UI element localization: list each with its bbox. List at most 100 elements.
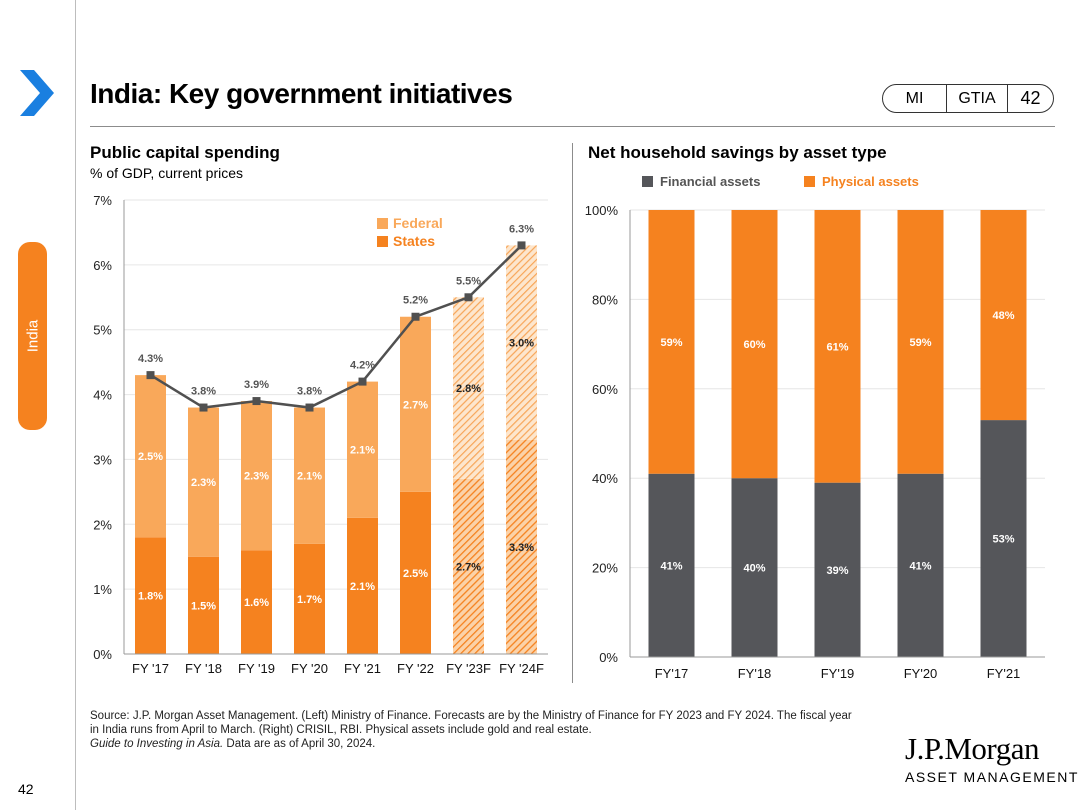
- x-tick-label: FY'19: [821, 666, 855, 681]
- y-tick-label: 3%: [93, 452, 112, 467]
- states-value-label: 1.5%: [191, 600, 216, 612]
- federal-bar: [135, 375, 166, 538]
- physical-bar: [814, 210, 861, 483]
- states-bar: [294, 543, 325, 654]
- source-line-2: in India runs from April to March. (Righ…: [90, 724, 592, 736]
- federal-value-label: 2.1%: [350, 445, 375, 457]
- states-value-label: 2.1%: [350, 581, 375, 593]
- states-value-label: 3.3%: [509, 542, 534, 554]
- x-tick-label: FY'21: [987, 666, 1021, 681]
- physical-value-label: 60%: [743, 339, 765, 351]
- y-tick-label: 20%: [592, 561, 618, 576]
- legend-physical-label: Physical assets: [822, 174, 919, 189]
- x-tick-label: FY '20: [291, 661, 328, 676]
- states-bar: [188, 556, 219, 654]
- legend-states-swatch: [377, 236, 388, 247]
- total-value-label: 6.3%: [509, 223, 534, 235]
- legend-physical-swatch: [804, 176, 815, 187]
- tag-mi[interactable]: MI: [883, 85, 947, 112]
- states-bar: [241, 550, 272, 654]
- household-savings-chart: 0% 20% 40% 60% 80% 100% 41% 59% FY'17 40% 60% FY'18…: [585, 174, 1045, 681]
- physical-value-label: 61%: [826, 341, 848, 353]
- states-value-label: 1.6%: [244, 597, 269, 609]
- financial-value-label: 40%: [743, 563, 765, 575]
- legend-financial-swatch: [642, 176, 653, 187]
- financial-value-label: 41%: [660, 560, 682, 572]
- federal-bar: [453, 297, 484, 479]
- tag-page: 42: [1020, 88, 1041, 108]
- y-tick-label: 1%: [93, 582, 112, 597]
- legend-states-label: States: [393, 233, 435, 249]
- states-bar: [453, 478, 484, 654]
- x-tick-label: FY '21: [344, 661, 381, 676]
- financial-bar: [897, 473, 944, 657]
- right-chart-title: Net household savings by asset type: [588, 143, 887, 162]
- source-line-1: Source: J.P. Morgan Asset Management. (L…: [90, 710, 852, 722]
- title-rule: [90, 126, 1055, 127]
- page-title: India: Key government initiatives: [90, 78, 513, 109]
- total-value-label: 3.8%: [297, 386, 322, 398]
- total-marker: [146, 371, 155, 380]
- logo-wordmark: J.P.Morgan: [905, 731, 1039, 766]
- federal-bar: [294, 407, 325, 544]
- total-marker: [517, 241, 526, 250]
- data-date: Data are as of April 30, 2024.: [223, 738, 376, 750]
- financial-bar: [980, 420, 1027, 657]
- federal-value-label: 2.7%: [403, 399, 428, 411]
- states-value-label: 1.8%: [138, 591, 163, 603]
- physical-value-label: 48%: [992, 310, 1014, 322]
- y-tick-label: 2%: [93, 517, 112, 532]
- total-line: [149, 244, 523, 409]
- physical-bar: [731, 210, 778, 479]
- total-marker: [358, 377, 367, 386]
- federal-value-label: 2.8%: [456, 383, 481, 395]
- tag-pill: MI GTIA 42: [882, 84, 1054, 113]
- states-value-label: 2.5%: [403, 568, 428, 580]
- federal-bar: [241, 401, 272, 551]
- legend-federal-swatch: [377, 218, 388, 229]
- x-tick-label: FY'18: [738, 666, 772, 681]
- legend-financial-label: Financial assets: [660, 174, 760, 189]
- left-chart-title: Public capital spending: [90, 143, 280, 162]
- federal-bar: [506, 245, 537, 440]
- physical-bar: [897, 210, 944, 474]
- states-bar: [506, 439, 537, 654]
- total-value-label: 4.3%: [138, 353, 163, 365]
- federal-bar: [400, 316, 431, 492]
- chart-divider: [572, 143, 573, 683]
- tag-gtia[interactable]: GTIA: [947, 85, 1008, 112]
- financial-bar: [731, 478, 778, 657]
- y-tick-label: 60%: [592, 382, 618, 397]
- logo-subtitle: ASSET MANAGEMENT: [905, 769, 1079, 785]
- y-tick-label: 0%: [93, 647, 112, 662]
- total-value-label: 3.8%: [191, 386, 216, 398]
- federal-value-label: 2.3%: [191, 477, 216, 489]
- federal-value-label: 2.1%: [297, 471, 322, 483]
- y-tick-label: 100%: [585, 203, 619, 218]
- total-marker: [411, 312, 420, 321]
- x-tick-label: FY '23F: [446, 661, 491, 676]
- x-tick-label: FY '24F: [499, 661, 544, 676]
- legend-federal-label: Federal: [393, 215, 443, 231]
- physical-bar: [980, 210, 1027, 421]
- physical-value-label: 59%: [660, 337, 682, 349]
- total-value-label: 3.9%: [244, 379, 269, 391]
- total-marker: [199, 403, 208, 412]
- states-bar: [135, 537, 166, 654]
- left-divider-line: [75, 0, 76, 810]
- federal-bar: [188, 407, 219, 557]
- y-tick-label: 0%: [599, 650, 618, 665]
- sidebar-tab-india[interactable]: India: [18, 242, 47, 430]
- states-value-label: 2.7%: [456, 561, 481, 573]
- financial-bar: [648, 473, 695, 657]
- federal-value-label: 2.3%: [244, 471, 269, 483]
- physical-value-label: 59%: [909, 337, 931, 349]
- financial-value-label: 39%: [826, 565, 848, 577]
- public-capital-spending-chart: 0% 1% 2% 3% 4% 5% 6% 7% FY '17 FY '18 FY '19 FY '20…: [93, 193, 548, 676]
- financial-bar: [814, 482, 861, 657]
- federal-value-label: 3.0%: [509, 338, 534, 350]
- y-tick-label: 6%: [93, 258, 112, 273]
- y-tick-label: 4%: [93, 388, 112, 403]
- total-value-label: 5.5%: [456, 275, 481, 287]
- page-number: 42: [18, 781, 34, 797]
